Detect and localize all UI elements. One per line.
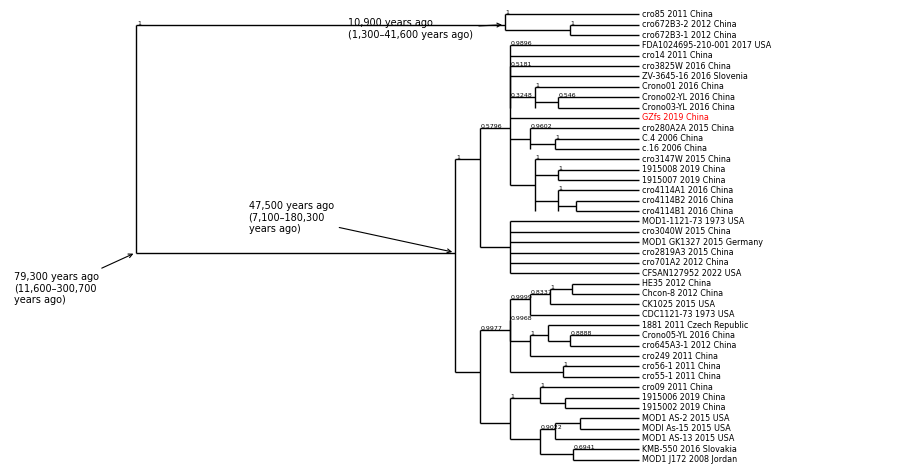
Text: MOD1 J172 2008 Jordan: MOD1 J172 2008 Jordan [643, 455, 737, 464]
Text: cro85 2011 China: cro85 2011 China [643, 10, 714, 19]
Text: cro3147W 2015 China: cro3147W 2015 China [643, 155, 732, 164]
Text: 1915006 2019 China: 1915006 2019 China [643, 393, 725, 402]
Text: cro55-1 2011 China: cro55-1 2011 China [643, 372, 721, 382]
Text: 0.546: 0.546 [559, 93, 576, 98]
Text: MOD1 AS-13 2015 USA: MOD1 AS-13 2015 USA [643, 434, 734, 444]
Text: FDA1024695-210-001 2017 USA: FDA1024695-210-001 2017 USA [643, 41, 771, 50]
Text: 0.9022: 0.9022 [541, 424, 562, 430]
Text: cro701A2 2012 China: cro701A2 2012 China [643, 259, 729, 268]
Text: CDC1121-73 1973 USA: CDC1121-73 1973 USA [643, 310, 735, 319]
Text: 0.5796: 0.5796 [481, 124, 502, 129]
Text: cro56-1 2011 China: cro56-1 2011 China [643, 362, 721, 371]
Text: ZV-3645-16 2016 Slovenia: ZV-3645-16 2016 Slovenia [643, 72, 748, 81]
Text: 0.8888: 0.8888 [571, 332, 592, 336]
Text: CK1025 2015 USA: CK1025 2015 USA [643, 300, 716, 309]
Text: 1915008 2019 China: 1915008 2019 China [643, 165, 725, 174]
Text: Crono03-YL 2016 China: Crono03-YL 2016 China [643, 103, 735, 112]
Text: cro249 2011 China: cro249 2011 China [643, 351, 718, 361]
Text: 1: 1 [511, 394, 515, 398]
Text: 1: 1 [536, 83, 540, 88]
Text: 1: 1 [541, 383, 544, 388]
Text: GZfs 2019 China: GZfs 2019 China [643, 114, 709, 122]
Text: cro14 2011 China: cro14 2011 China [643, 51, 713, 60]
Text: 0.9999: 0.9999 [511, 295, 533, 300]
Text: cro09 2011 China: cro09 2011 China [643, 382, 714, 392]
Text: 0.8337: 0.8337 [531, 290, 553, 295]
Text: cro672B3-1 2012 China: cro672B3-1 2012 China [643, 31, 737, 40]
Text: 0.9896: 0.9896 [511, 41, 533, 46]
Text: 1: 1 [456, 155, 460, 160]
Text: cro3040W 2015 China: cro3040W 2015 China [643, 227, 731, 236]
Text: 79,300 years ago
(11,600–300,700
years ago): 79,300 years ago (11,600–300,700 years a… [14, 254, 132, 305]
Text: MOD1-1121-73 1973 USA: MOD1-1121-73 1973 USA [643, 217, 745, 226]
Text: 47,500 years ago
(7,100–180,300
years ago): 47,500 years ago (7,100–180,300 years ag… [248, 201, 451, 253]
Text: 1: 1 [551, 285, 554, 290]
Text: cro2819A3 2015 China: cro2819A3 2015 China [643, 248, 734, 257]
Text: CFSAN127952 2022 USA: CFSAN127952 2022 USA [643, 269, 742, 278]
Text: Chcon-8 2012 China: Chcon-8 2012 China [643, 290, 724, 299]
Text: 1: 1 [506, 10, 509, 15]
Text: 0.6941: 0.6941 [573, 445, 595, 450]
Text: Crono02-YL 2016 China: Crono02-YL 2016 China [643, 93, 735, 102]
Text: 0.5181: 0.5181 [511, 62, 532, 67]
Text: 1: 1 [571, 21, 574, 25]
Text: MOD1 GK1327 2015 Germany: MOD1 GK1327 2015 Germany [643, 238, 763, 247]
Text: 0.9968: 0.9968 [511, 316, 533, 321]
Text: Crono01 2016 China: Crono01 2016 China [643, 82, 725, 91]
Text: 1: 1 [536, 155, 540, 160]
Text: 0.9977: 0.9977 [481, 326, 503, 331]
Text: cro645A3-1 2012 China: cro645A3-1 2012 China [643, 341, 737, 350]
Text: cro280A2A 2015 China: cro280A2A 2015 China [643, 124, 734, 133]
Text: cro4114B2 2016 China: cro4114B2 2016 China [643, 196, 734, 205]
Text: MOD1 AS-2 2015 USA: MOD1 AS-2 2015 USA [643, 414, 730, 423]
Text: cro3825W 2016 China: cro3825W 2016 China [643, 62, 732, 71]
Text: HE35 2012 China: HE35 2012 China [643, 279, 712, 288]
Text: c.16 2006 China: c.16 2006 China [643, 145, 707, 154]
Text: 1915007 2019 China: 1915007 2019 China [643, 176, 726, 185]
Text: MODI As-15 2015 USA: MODI As-15 2015 USA [643, 424, 731, 433]
Text: cro4114B1 2016 China: cro4114B1 2016 China [643, 207, 734, 216]
Text: 1: 1 [555, 135, 560, 139]
Text: 1915002 2019 China: 1915002 2019 China [643, 403, 726, 413]
Text: cro672B3-2 2012 China: cro672B3-2 2012 China [643, 20, 737, 29]
Text: 10,900 years ago
(1,300–41,600 years ago): 10,900 years ago (1,300–41,600 years ago… [348, 18, 500, 40]
Text: 1: 1 [137, 21, 140, 25]
Text: cro4114A1 2016 China: cro4114A1 2016 China [643, 186, 734, 195]
Text: KMB-550 2016 Slovakia: KMB-550 2016 Slovakia [643, 445, 737, 454]
Text: 1: 1 [559, 166, 562, 171]
Text: 1: 1 [531, 332, 535, 336]
Text: 1: 1 [563, 363, 568, 367]
Text: 0.3248: 0.3248 [511, 93, 533, 98]
Text: 1: 1 [559, 187, 562, 191]
Text: 0.9602: 0.9602 [531, 124, 553, 129]
Text: 1881 2011 Czech Republic: 1881 2011 Czech Republic [643, 321, 749, 330]
Text: C.4 2006 China: C.4 2006 China [643, 134, 704, 143]
Text: Crono05-YL 2016 China: Crono05-YL 2016 China [643, 331, 735, 340]
